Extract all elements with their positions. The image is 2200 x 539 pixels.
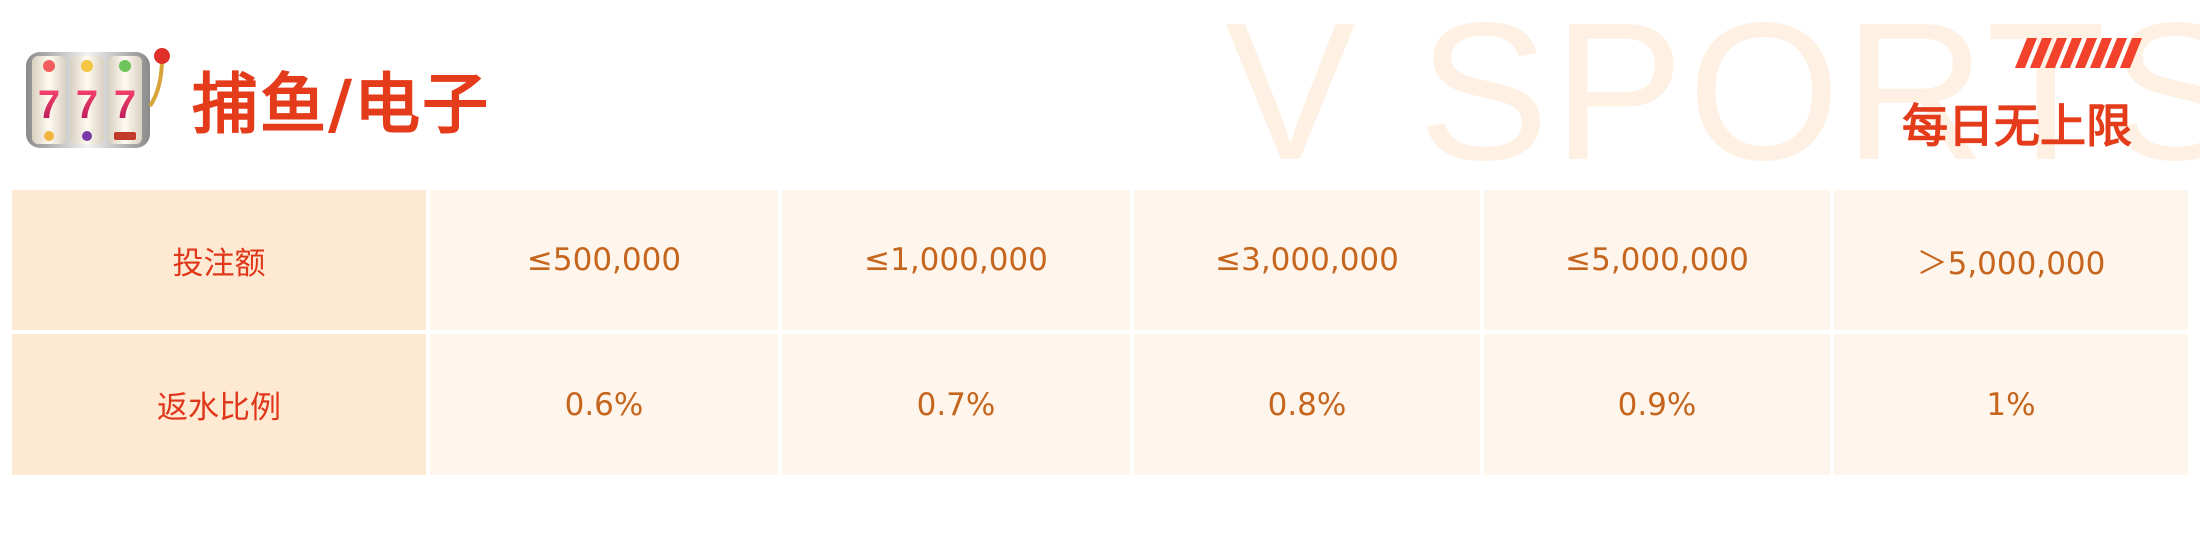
badge-text: 每日无上限 <box>1902 99 2132 153</box>
svg-text:7: 7 <box>114 83 136 127</box>
daily-unlimited-badge: 每日无上限 <box>1902 38 2143 153</box>
svg-text:7: 7 <box>76 83 98 127</box>
section-header: 7 7 7 捕鱼/电子 <box>22 44 490 154</box>
section-title: 捕鱼/电子 <box>192 66 491 143</box>
row-label: 投注额 <box>12 190 426 330</box>
table-row-rebate-rate: 返水比例 0.6% 0.7% 0.8% 0.9% 1% <box>12 334 2188 475</box>
table-cell: ≤500,000 <box>430 190 778 330</box>
svg-text:7: 7 <box>38 83 60 127</box>
slot-machine-icon: 7 7 7 <box>26 48 170 148</box>
row-label: 返水比例 <box>12 334 426 475</box>
rebate-table: 投注额 ≤500,000 ≤1,000,000 ≤3,000,000 ≤5,00… <box>12 190 2188 475</box>
table-cell: ≤5,000,000 <box>1484 190 1830 330</box>
table-cell: 1% <box>1834 334 2188 475</box>
table-cell: 0.9% <box>1484 334 1830 475</box>
table-cell: 0.6% <box>430 334 778 475</box>
table-cell: 0.8% <box>1134 334 1480 475</box>
table-cell: 0.7% <box>782 334 1130 475</box>
badge-stripes <box>2014 38 2143 68</box>
table-row-bet-amount: 投注额 ≤500,000 ≤1,000,000 ≤3,000,000 ≤5,00… <box>12 190 2188 330</box>
table-cell: ＞5,000,000 <box>1834 190 2188 330</box>
table-cell: ≤3,000,000 <box>1134 190 1480 330</box>
watermark-text: V SPORTS <box>1225 0 2200 201</box>
table-cell: ≤1,000,000 <box>782 190 1130 330</box>
